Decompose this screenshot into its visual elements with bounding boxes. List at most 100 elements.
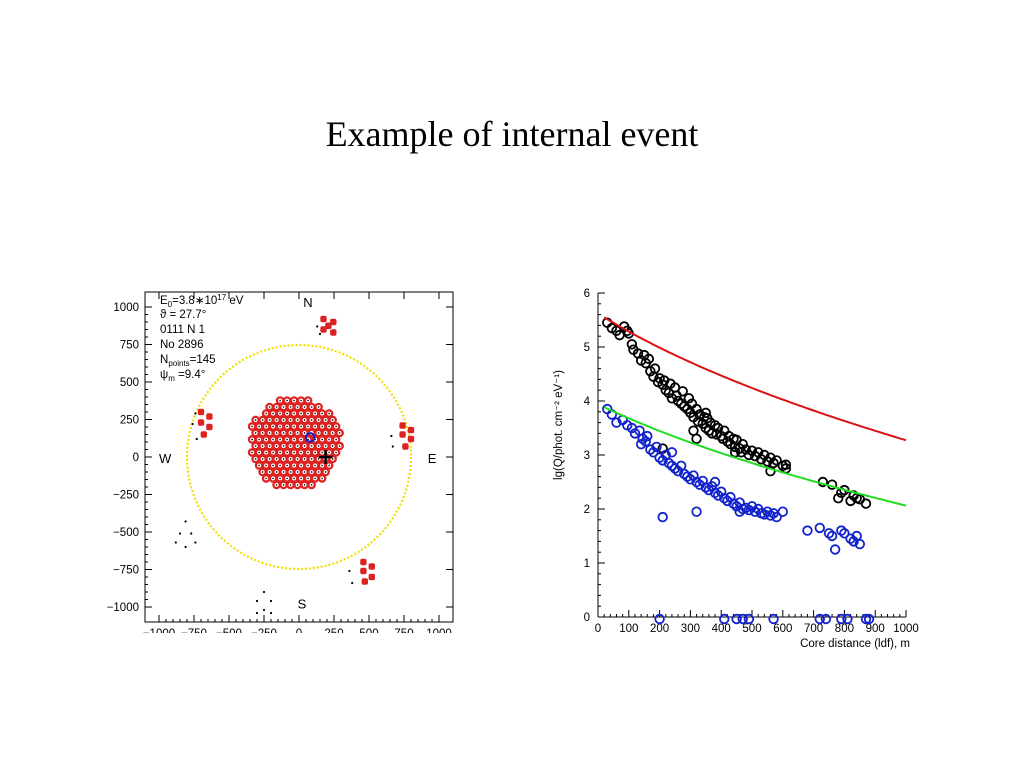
detector-station-dot bbox=[317, 406, 320, 408]
blue-data-point bbox=[746, 501, 758, 512]
detector-station-dot bbox=[335, 451, 337, 454]
outer-station bbox=[200, 431, 207, 438]
detector-station-dot bbox=[321, 412, 323, 415]
sub-detector-dot bbox=[190, 532, 193, 535]
outer-station bbox=[325, 322, 332, 329]
detector-station-dot bbox=[268, 458, 271, 460]
detector-station-dot bbox=[272, 477, 274, 480]
y-tick-label: 5 bbox=[584, 342, 590, 354]
detector-station-dot bbox=[324, 432, 327, 434]
detector-station-dot bbox=[282, 406, 285, 408]
detector-station-dot bbox=[251, 438, 253, 441]
detector-station-dot bbox=[303, 432, 306, 434]
sub-detector-dot bbox=[255, 611, 259, 615]
direction-west: W bbox=[159, 451, 172, 466]
outer-station bbox=[368, 573, 375, 581]
sub-detector-dot bbox=[262, 608, 266, 612]
x-tick-label: 750 bbox=[394, 628, 413, 633]
black-data-point bbox=[672, 395, 684, 407]
sub-detector-dot bbox=[195, 437, 198, 441]
detector-station-dot bbox=[258, 425, 260, 428]
detector-station-dot bbox=[265, 477, 267, 480]
detector-station-dot bbox=[279, 425, 281, 428]
y-tick-label: −250 bbox=[113, 490, 139, 502]
lateral-distribution-svg: 0 100 200 300 400 500 600 700 800 900 1000 0 1 2 3 4 5 6 C… bbox=[553, 288, 919, 650]
blue-data-point bbox=[691, 506, 702, 517]
detector-station-dot bbox=[275, 432, 278, 434]
detector-station-dot bbox=[293, 425, 295, 428]
y-tick-label: 6 bbox=[584, 288, 590, 300]
outer-station bbox=[330, 318, 337, 326]
detector-station-dot bbox=[279, 399, 281, 402]
detector-station-dot bbox=[293, 438, 295, 441]
detector-station-dot bbox=[331, 432, 334, 434]
sub-detector-dot bbox=[316, 325, 319, 328]
detector-station-dot bbox=[300, 464, 302, 467]
x-tick-label: 900 bbox=[866, 623, 885, 635]
detector-station-dot bbox=[254, 432, 257, 434]
info-run: 0111 N 1 bbox=[160, 324, 205, 336]
detector-station-dot bbox=[289, 419, 292, 421]
black-data-point bbox=[691, 433, 702, 445]
outer-station bbox=[206, 423, 213, 431]
outer-station bbox=[320, 315, 327, 323]
detector-station-dot bbox=[335, 425, 337, 428]
y-tick-label: −750 bbox=[113, 565, 139, 577]
y-tick-label: 500 bbox=[120, 377, 139, 389]
outer-station bbox=[407, 426, 415, 434]
blue-data-point bbox=[814, 522, 825, 534]
reference-station-marker bbox=[304, 432, 316, 443]
blue-data-point bbox=[657, 511, 668, 523]
black-data-point bbox=[765, 452, 776, 463]
blue-data-point bbox=[863, 613, 875, 625]
detector-station-dot bbox=[317, 458, 320, 460]
blue-data-point bbox=[802, 525, 813, 536]
outer-station bbox=[399, 431, 406, 438]
detector-station-dot bbox=[331, 445, 334, 447]
y-tick-label: 250 bbox=[120, 415, 139, 427]
black-data-point bbox=[677, 386, 688, 397]
detector-station-dot bbox=[268, 445, 271, 447]
detector-station-dot bbox=[282, 419, 285, 421]
detector-station-dot bbox=[258, 438, 260, 441]
blue-data-point bbox=[719, 613, 730, 625]
blue-data-point bbox=[829, 544, 841, 555]
detector-station-dot bbox=[300, 451, 302, 454]
detector-station-dot bbox=[293, 464, 295, 467]
y-axis-label: lg(Q/phot. cm⁻² eV⁻¹) bbox=[553, 370, 565, 480]
black-data-point bbox=[833, 492, 844, 504]
detector-station-dot bbox=[303, 484, 306, 486]
blue-data-point bbox=[768, 613, 779, 625]
blue-data-point bbox=[836, 525, 847, 536]
detector-station-dot bbox=[275, 445, 278, 447]
outer-station bbox=[206, 413, 213, 420]
red-fit-curve bbox=[603, 316, 907, 442]
blue-data-point bbox=[691, 476, 702, 488]
info-psi: ψm =9.4° bbox=[160, 369, 205, 383]
blue-data-point bbox=[848, 536, 859, 547]
detector-station-dot bbox=[254, 458, 257, 460]
x-tick-label: −750 bbox=[181, 628, 207, 633]
sub-detector-dot bbox=[178, 532, 182, 535]
blue-data-point bbox=[826, 530, 838, 542]
detector-station-dot bbox=[282, 471, 285, 473]
info-event-number: No 2896 bbox=[160, 339, 203, 351]
detector-station-dot bbox=[289, 406, 292, 408]
detector-station-dot bbox=[275, 406, 278, 408]
black-data-point bbox=[643, 353, 655, 365]
y-tick-label: 0 bbox=[133, 452, 139, 464]
detector-station-dot bbox=[261, 432, 264, 434]
green-fit-curve bbox=[603, 406, 907, 507]
black-data-point bbox=[780, 459, 792, 470]
detector-station-dot bbox=[286, 425, 288, 428]
detector-station-dot bbox=[293, 451, 295, 454]
detector-station-dot bbox=[296, 406, 299, 408]
detector-station-dot bbox=[307, 477, 309, 480]
black-data-point bbox=[737, 438, 748, 450]
outer-station bbox=[320, 326, 327, 333]
detector-station-dot bbox=[275, 458, 278, 460]
lateral-distribution-chart: 0 100 200 300 400 500 600 700 800 900 1000 0 1 2 3 4 5 6 C… bbox=[548, 285, 928, 650]
detector-station-dot bbox=[300, 399, 302, 402]
info-npoints: Npoints=145 bbox=[160, 354, 216, 368]
black-data-point bbox=[691, 403, 702, 415]
